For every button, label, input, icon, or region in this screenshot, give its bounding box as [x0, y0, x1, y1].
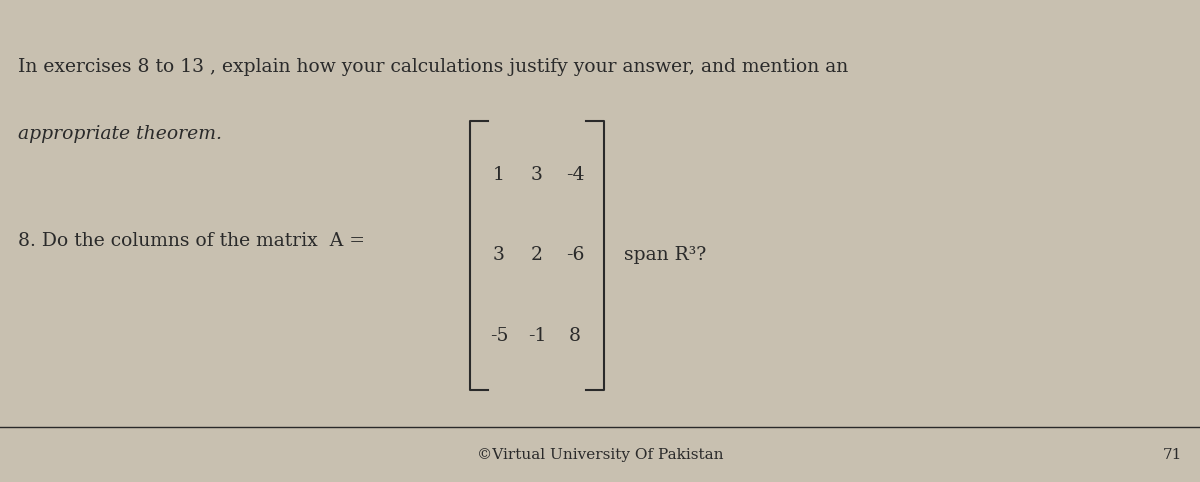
Text: 2: 2: [530, 246, 542, 265]
Text: span R³?: span R³?: [618, 246, 707, 265]
Text: 8. Do the columns of the matrix  A =: 8. Do the columns of the matrix A =: [18, 232, 365, 250]
Text: appropriate theorem.: appropriate theorem.: [18, 125, 222, 143]
Text: -1: -1: [528, 327, 546, 345]
Text: ©Virtual University Of Pakistan: ©Virtual University Of Pakistan: [476, 448, 724, 462]
Text: 1: 1: [493, 166, 505, 184]
Text: -5: -5: [490, 327, 509, 345]
Text: 3: 3: [532, 166, 542, 184]
Text: -6: -6: [566, 246, 584, 265]
Text: 71: 71: [1163, 448, 1182, 462]
Text: 3: 3: [493, 246, 505, 265]
Text: -4: -4: [565, 166, 584, 184]
Text: In exercises 8 to 13 , explain how your calculations justify your answer, and me: In exercises 8 to 13 , explain how your …: [18, 58, 848, 76]
Text: 8: 8: [569, 327, 581, 345]
